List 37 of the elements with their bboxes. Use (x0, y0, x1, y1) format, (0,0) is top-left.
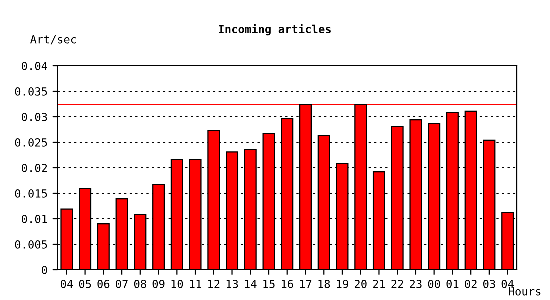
x-tick-label: 01 (446, 280, 459, 288)
chart-title: Incoming articles (219, 24, 331, 36)
x-tick-label: 04 (502, 280, 514, 288)
x-tick-label: 20 (354, 280, 367, 288)
x-tick-label: 06 (98, 280, 110, 288)
x-tick-label: 11 (190, 280, 202, 288)
x-tick-label: 13 (226, 280, 238, 288)
x-tick-label: 19 (337, 280, 348, 288)
x-tick-label: 10 (172, 280, 184, 288)
y-tick-label: 0 (42, 266, 48, 274)
y-tick-label: 0.035 (15, 88, 48, 96)
x-tick-label: 05 (79, 280, 92, 288)
x-tick-label: 12 (208, 280, 220, 288)
x-tick-label: 23 (410, 280, 422, 288)
x-tick-label: 09 (152, 280, 165, 288)
x-tick-label: 04 (60, 280, 74, 288)
x-tick-label: 16 (282, 280, 294, 288)
y-tick-label: 0.005 (15, 240, 48, 249)
y-axis-title: Art/sec (30, 35, 76, 45)
x-tick-label: 22 (392, 280, 404, 288)
x-tick-label: 15 (264, 280, 275, 288)
x-tick-label: 07 (116, 280, 128, 288)
y-tick-label: 0.025 (15, 138, 48, 147)
y-tick-label: 0.01 (22, 215, 48, 224)
x-tick-label: 02 (465, 280, 477, 288)
x-tick-label: 03 (483, 280, 496, 288)
x-tick-label: 14 (245, 280, 257, 288)
y-tick-label: 0.02 (22, 164, 48, 172)
y-tick-label: 0.015 (15, 190, 48, 198)
x-tick-label: 00 (428, 280, 440, 288)
x-tick-label: 17 (300, 280, 312, 288)
x-tick-label: 18 (318, 280, 330, 288)
x-axis-title: Hours (509, 287, 541, 296)
x-tick-label: 08 (134, 280, 146, 288)
x-tick-label: 21 (373, 280, 386, 288)
y-tick-label: 0.03 (22, 113, 48, 122)
y-tick-label: 0.04 (22, 62, 48, 70)
